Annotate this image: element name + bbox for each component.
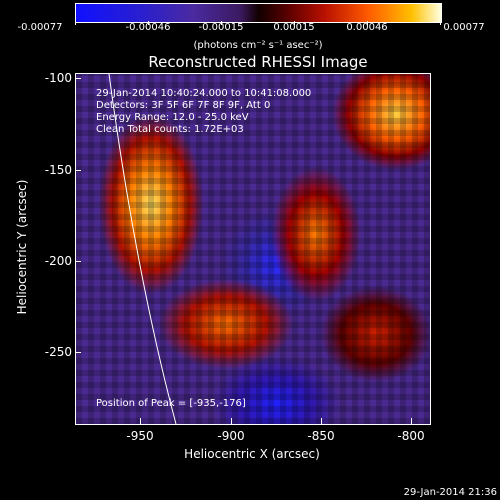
x-tick-mark (140, 418, 141, 424)
colorbar-tick-label: 0.00077 (443, 22, 485, 33)
solar-limb-line (108, 74, 177, 424)
colorbar-tick-mark (440, 21, 441, 25)
info-detectors: Detectors: 3F 5F 6F 7F 8F 9F, Att 0 (96, 100, 271, 111)
timestamp: 29-Jan-2014 21:36 (403, 487, 497, 498)
colorbar-tick-mark (221, 21, 222, 25)
x-tick-mark (321, 418, 322, 424)
x-tick-label: -950 (126, 429, 154, 443)
y-tick-mark (75, 170, 81, 171)
colorbar-unit-label: (photons cm⁻² s⁻¹ asec⁻²) (193, 40, 323, 51)
peak-position-label: Position of Peak = [-935,-176] (96, 398, 246, 409)
y-tick-label: -200 (44, 254, 72, 268)
colorbar-tick-mark (148, 21, 149, 25)
x-tick-label: -800 (397, 429, 425, 443)
y-tick-mark (75, 261, 81, 262)
colorbar-tick-label: -0.00015 (198, 22, 244, 33)
colorbar-tick-mark (75, 21, 76, 25)
x-tick-label: -900 (217, 429, 245, 443)
y-tick-label: -150 (44, 163, 72, 177)
colorbar-tick-label: -0.00077 (17, 22, 63, 33)
x-tick-mark (231, 418, 232, 424)
rhessi-image: 29-Jan-2014 10:40:24.000 to 10:41:08.000… (75, 73, 431, 425)
x-axis-label: Heliocentric X (arcsec) (184, 447, 320, 461)
y-tick-label: -250 (44, 345, 72, 359)
image-texture (76, 74, 430, 424)
info-energy-range: Energy Range: 12.0 - 25.0 keV (96, 112, 249, 123)
colorbar-tick-label: -0.00046 (125, 22, 171, 33)
y-tick-label: -100 (44, 71, 72, 85)
y-tick-mark (75, 352, 81, 353)
x-tick-label: -850 (307, 429, 335, 443)
colorbar-tick-mark (294, 21, 295, 25)
colorbar-tick-label: 0.00046 (346, 22, 388, 33)
info-time-range: 29-Jan-2014 10:40:24.000 to 10:41:08.000 (96, 88, 312, 99)
y-axis-label: Heliocentric Y (arcsec) (15, 179, 29, 315)
colorbar-tick-mark (367, 21, 368, 25)
info-total-counts: Clean Total counts: 1.72E+03 (96, 124, 244, 135)
colorbar (75, 3, 442, 23)
plot-title: Reconstructed RHESSI Image (148, 53, 368, 71)
y-tick-mark (75, 78, 81, 79)
colorbar-tick-label: 0.00015 (273, 22, 315, 33)
x-tick-mark (411, 418, 412, 424)
